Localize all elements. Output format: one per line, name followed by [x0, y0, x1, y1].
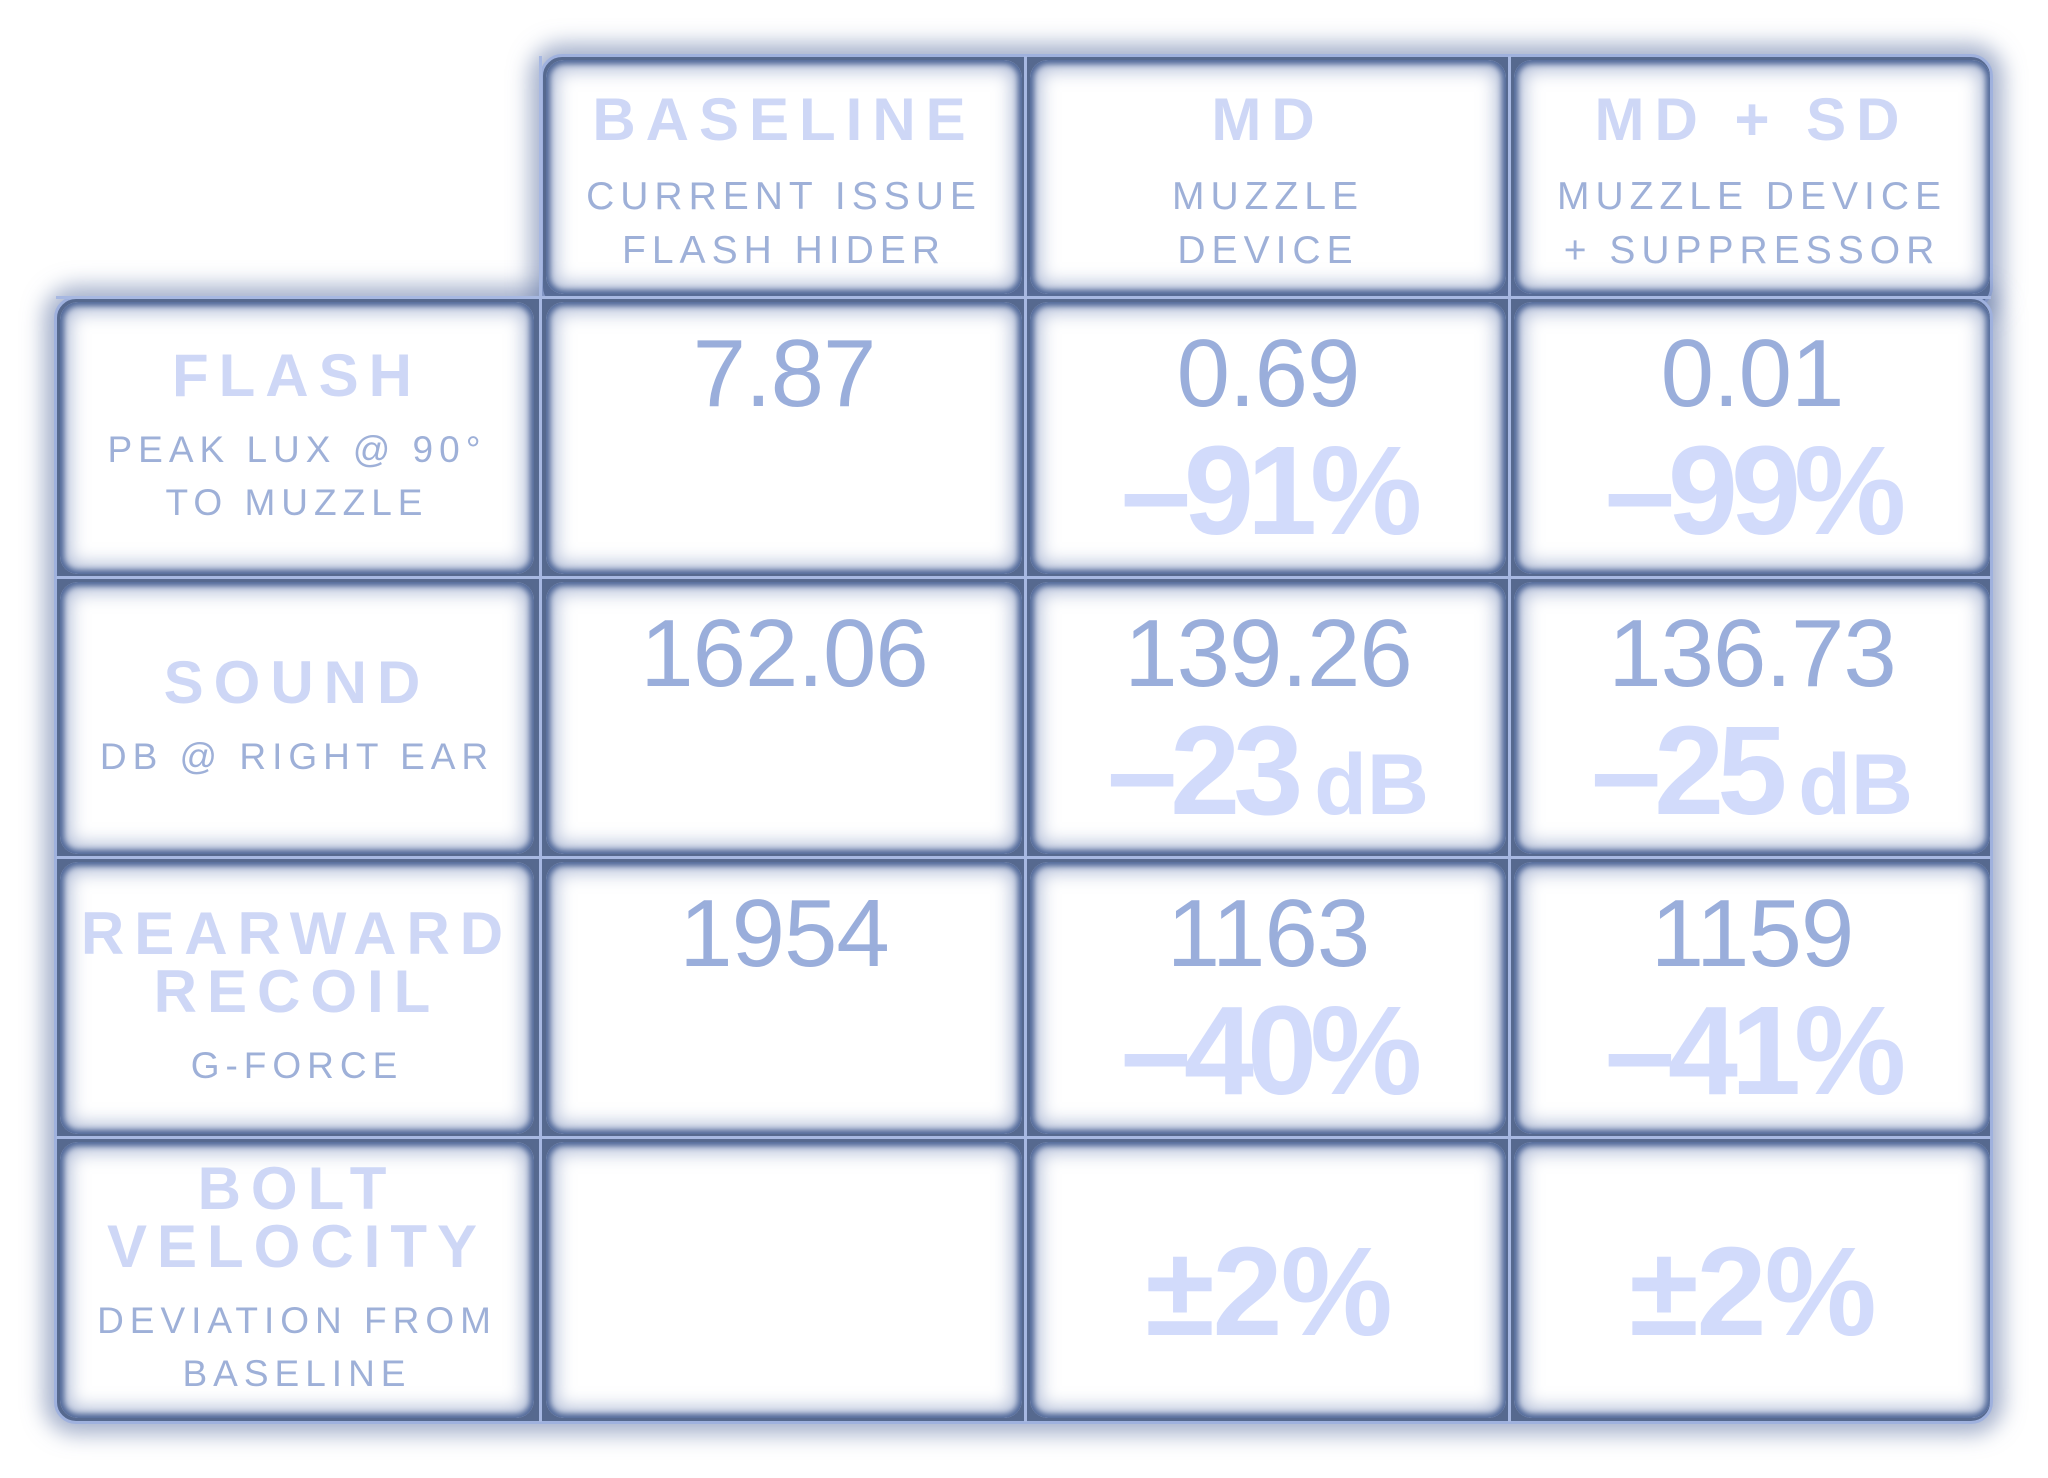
value-change: ±2%: [1629, 1229, 1876, 1355]
value-cell-bolt-md: ±2%: [1030, 1142, 1506, 1418]
change-number: ±2%: [1629, 1221, 1876, 1362]
value-change: –91%: [1121, 428, 1422, 554]
value-number: 139.26: [1124, 600, 1413, 707]
value-change: –99%: [1605, 428, 1906, 554]
value-change: –40%: [1121, 988, 1422, 1114]
gridline-row-2: [56, 576, 1991, 579]
value-cell-flash-md-sd: 0.01 –99%: [1514, 302, 1990, 574]
value-cell-bolt-md-sd: ±2%: [1514, 1142, 1990, 1418]
change-number: –99%: [1604, 420, 1906, 561]
column-title: BASELINE: [592, 86, 976, 153]
value-cell-recoil-md: 1163 –40%: [1030, 862, 1506, 1134]
row-subtitle: PEAK LUX @ 90° TO MUZZLE: [107, 429, 487, 523]
change-unit: dB: [1798, 737, 1913, 833]
row-subtitle: DEVIATION FROM BASELINE: [97, 1300, 497, 1394]
value-number: 1159: [1650, 880, 1854, 987]
column-header-md-sd: MD + SD MUZZLE DEVICE + SUPPRESSOR: [1514, 60, 1990, 294]
gridline-col-1: [539, 56, 542, 1422]
column-title: MD + SD: [1594, 86, 1910, 153]
gridline-row-1: [56, 296, 1991, 299]
change-unit: dB: [1314, 737, 1429, 833]
value-change: ±2%: [1145, 1229, 1392, 1355]
column-subtitle: MUZZLE DEVICE + SUPPRESSOR: [1556, 175, 1948, 272]
value-cell-flash-md: 0.69 –91%: [1030, 302, 1506, 574]
change-number: –23: [1107, 700, 1303, 841]
column-header-md: MD MUZZLE DEVICE: [1030, 60, 1506, 294]
row-title: FLASH: [172, 342, 422, 409]
value-number: 136.73: [1608, 600, 1897, 707]
change-number: –25: [1591, 700, 1787, 841]
row-label-rearward-recoil: REARWARD RECOIL G-FORCE: [60, 862, 534, 1134]
row-title: BOLT VELOCITY: [106, 1155, 488, 1280]
column-subtitle: CURRENT ISSUE FLASH HIDER: [586, 175, 982, 272]
column-title: MD: [1211, 86, 1325, 153]
change-number: –40%: [1120, 980, 1422, 1121]
gridline-row-4: [56, 1136, 1991, 1139]
row-subtitle: DB @ RIGHT EAR: [99, 735, 495, 777]
value-change: –25 dB: [1591, 708, 1913, 834]
value-cell-bolt-baseline: [546, 1142, 1022, 1418]
value-cell-sound-md-sd: 136.73 –25 dB: [1514, 582, 1990, 854]
row-subtitle: G-FORCE: [190, 1044, 404, 1086]
change-number: –41%: [1604, 980, 1906, 1121]
value-cell-recoil-md-sd: 1159 –41%: [1514, 862, 1990, 1134]
column-header-baseline: BASELINE CURRENT ISSUE FLASH HIDER: [546, 60, 1022, 294]
value-number: 1954: [679, 880, 890, 987]
row-label-bolt-velocity: BOLT VELOCITY DEVIATION FROM BASELINE: [60, 1142, 534, 1418]
value-cell-sound-md: 139.26 –23 dB: [1030, 582, 1506, 854]
value-change: –23 dB: [1107, 708, 1429, 834]
gridline-row-3: [56, 856, 1991, 859]
value-number: 0.69: [1176, 320, 1361, 427]
value-number: 162.06: [640, 600, 929, 707]
change-number: ±2%: [1145, 1221, 1392, 1362]
value-number: 1163: [1166, 880, 1370, 987]
column-subtitle: MUZZLE DEVICE: [1172, 175, 1364, 272]
gridline-col-3: [1508, 56, 1511, 1422]
value-number: 7.87: [692, 320, 877, 427]
value-change: –41%: [1605, 988, 1906, 1114]
value-cell-sound-baseline: 162.06: [546, 582, 1022, 854]
gridline-col-2: [1024, 56, 1027, 1422]
row-label-flash: FLASH PEAK LUX @ 90° TO MUZZLE: [60, 302, 534, 574]
value-cell-recoil-baseline: 1954: [546, 862, 1022, 1134]
value-number: 0.01: [1660, 320, 1845, 427]
row-label-sound: SOUND DB @ RIGHT EAR: [60, 582, 534, 854]
row-title: REARWARD RECOIL: [80, 899, 514, 1025]
value-cell-flash-baseline: 7.87: [546, 302, 1022, 574]
row-title: SOUND: [163, 648, 431, 716]
change-number: –91%: [1120, 420, 1422, 561]
